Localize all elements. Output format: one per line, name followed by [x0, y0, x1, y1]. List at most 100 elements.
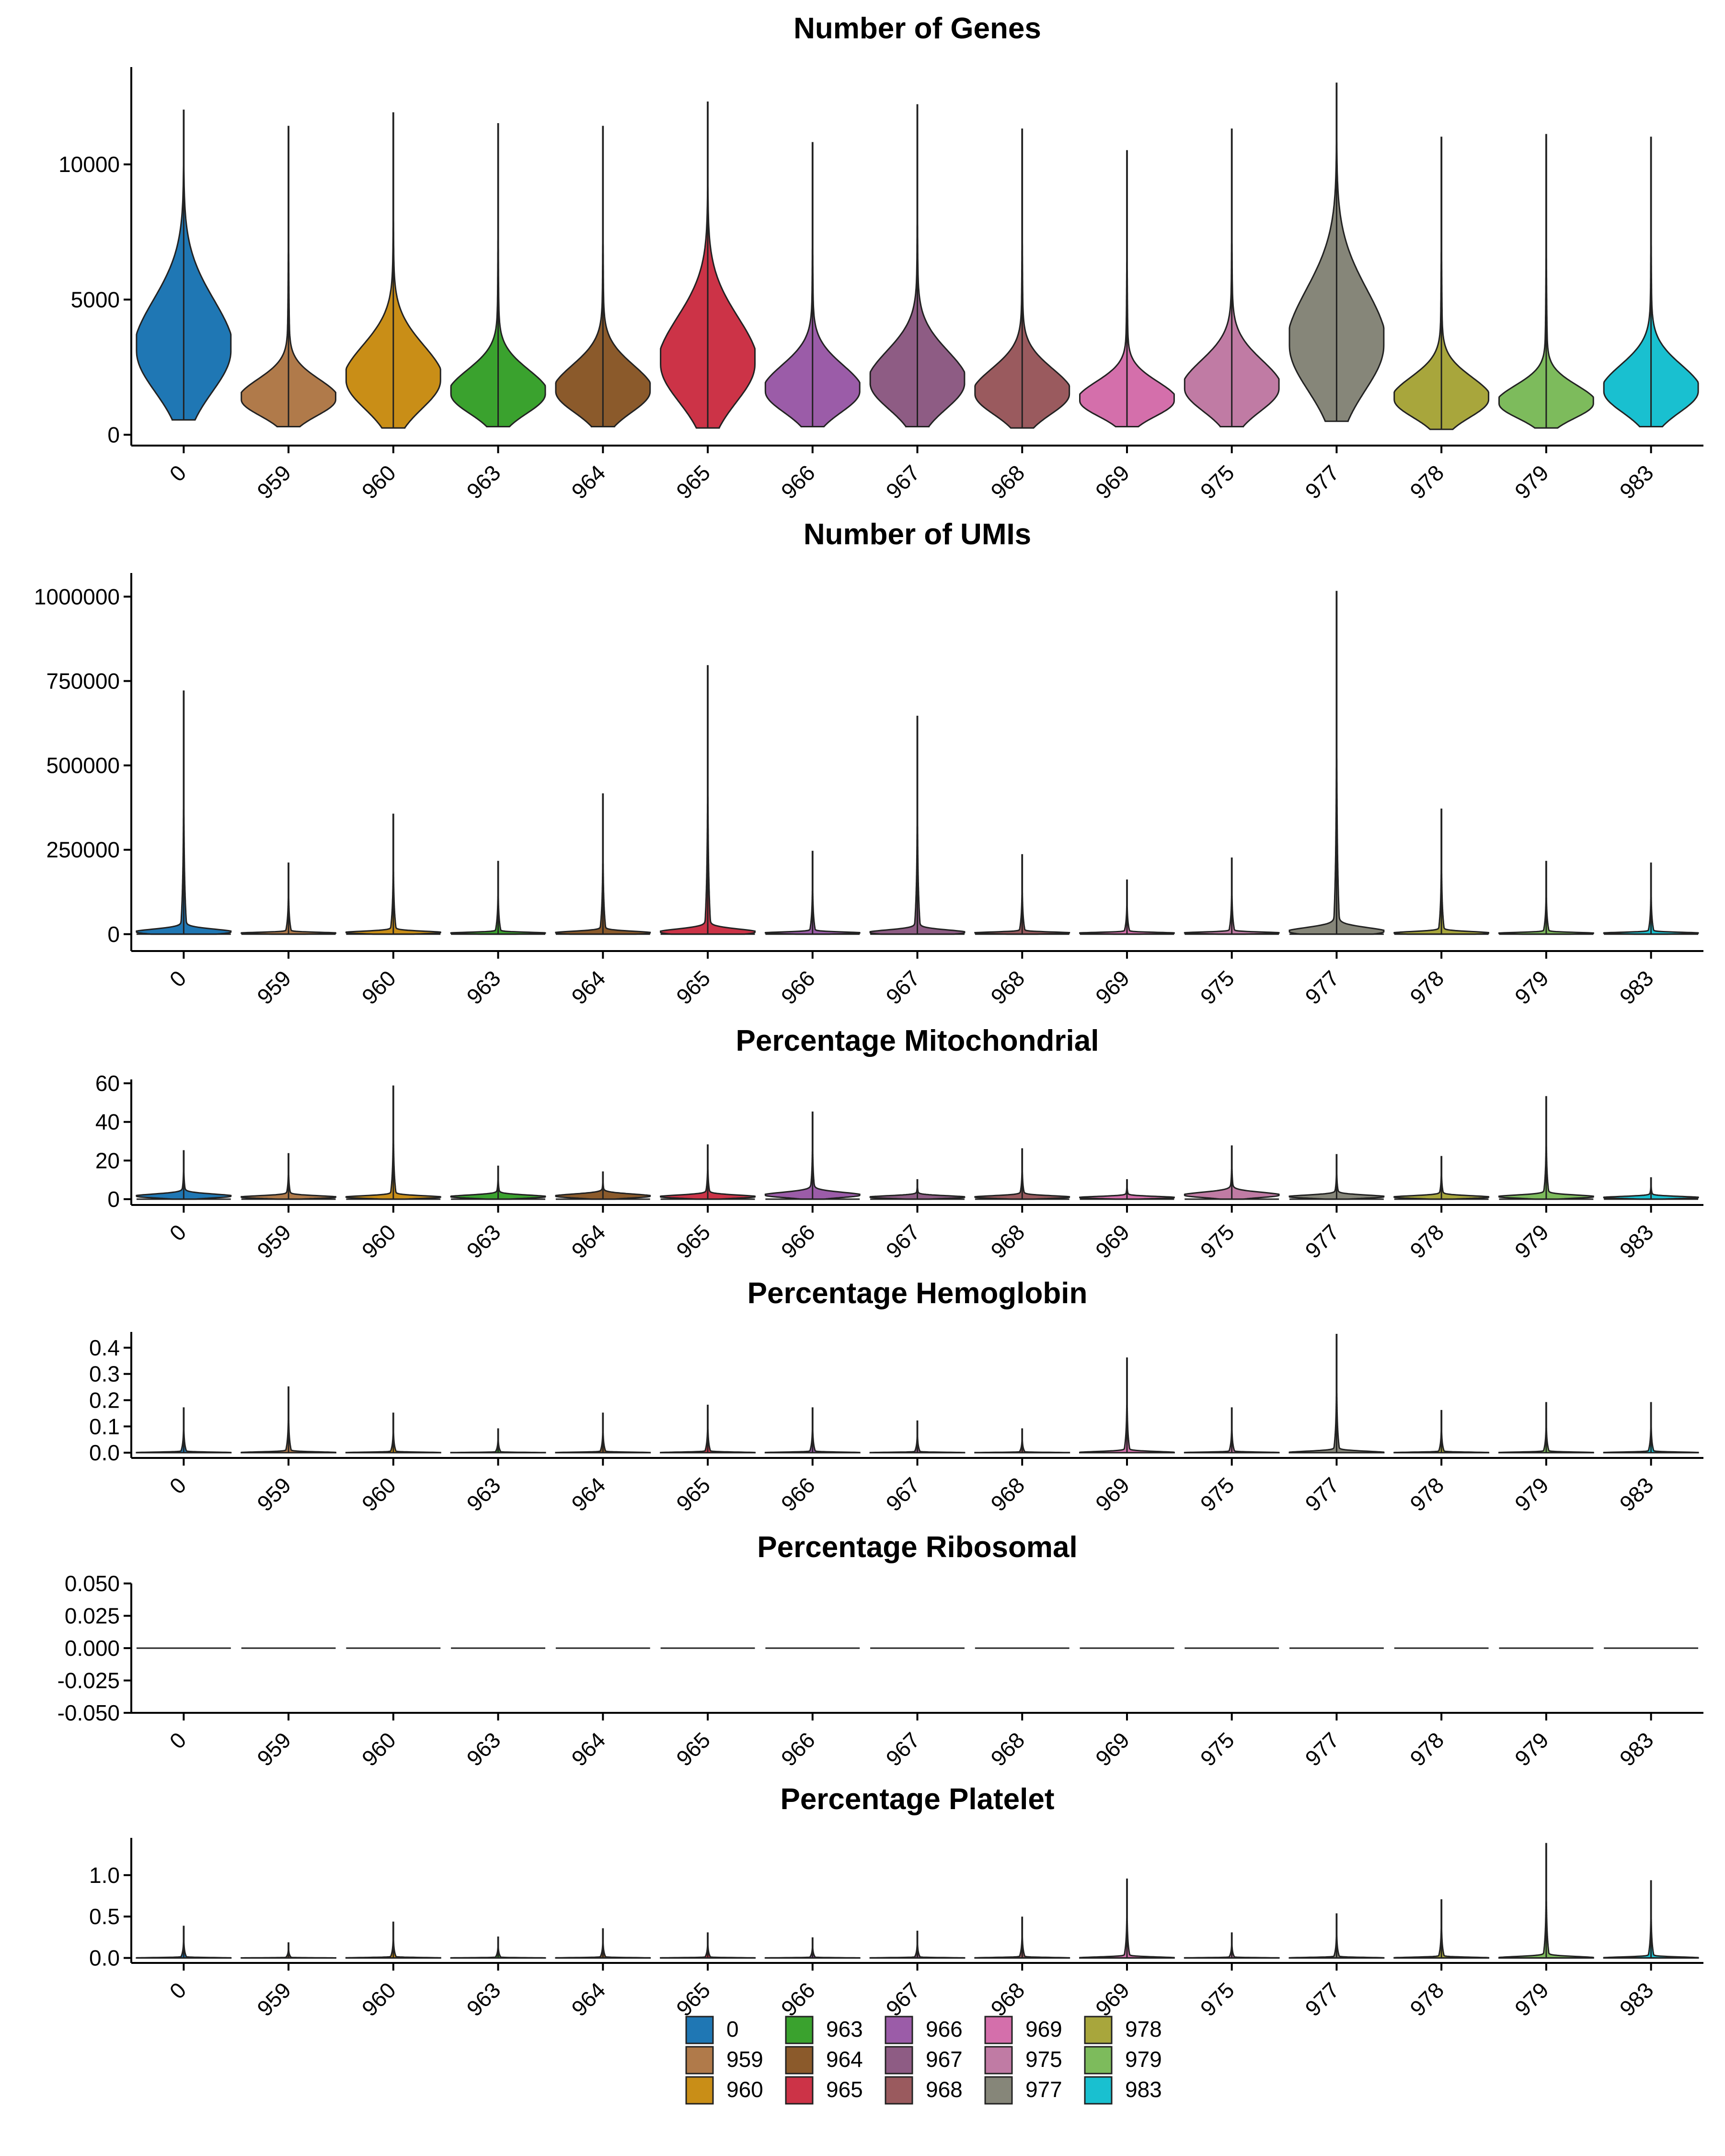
panel-2: Percentage Mitochondrial 0 20 40 60 0 959 960 96… — [95, 1024, 1703, 1263]
x-tick-label: 975 — [1196, 1977, 1239, 2021]
legend-swatch-968 — [885, 2076, 913, 2105]
x-tick-label: 968 — [986, 965, 1029, 1009]
x-tick-label: 959 — [252, 1219, 296, 1263]
panel-title: Percentage Ribosomal — [757, 1531, 1077, 1564]
legend-label: 978 — [1125, 2017, 1162, 2041]
y-tick-label: 0.000 — [65, 1636, 120, 1661]
x-tick-label: 0 — [165, 1727, 191, 1754]
x-tick-label: 960 — [357, 1977, 401, 2021]
x-tick-label: 963 — [462, 460, 506, 504]
x-tick-label: 968 — [986, 1977, 1029, 2021]
legend-swatch-969 — [984, 2016, 1013, 2044]
x-tick-label: 979 — [1510, 1472, 1553, 1516]
y-tick-label: 750000 — [46, 668, 120, 693]
x-tick-label: 966 — [776, 1977, 820, 2021]
legend-label: 966 — [926, 2017, 963, 2041]
legend-label: 983 — [1125, 2077, 1162, 2102]
legend-swatch-964 — [785, 2046, 814, 2075]
x-tick-label: 965 — [671, 460, 715, 504]
x-tick-label: 983 — [1615, 1727, 1658, 1771]
x-tick-label: 975 — [1196, 1472, 1239, 1516]
x-tick-label: 960 — [357, 965, 401, 1009]
x-tick-label: 969 — [1091, 1219, 1134, 1263]
y-tick-label: 250000 — [46, 837, 120, 862]
panel-title: Percentage Platelet — [780, 1783, 1054, 1816]
x-tick-label: 969 — [1091, 1727, 1134, 1771]
legend-swatch-963 — [785, 2016, 814, 2044]
x-tick-label: 979 — [1510, 1219, 1553, 1263]
x-tick-label: 978 — [1405, 965, 1449, 1009]
x-tick-label: 967 — [881, 1472, 925, 1516]
legend-swatch-967 — [885, 2046, 913, 2075]
legend-label: 959 — [726, 2047, 763, 2072]
y-tick-label: 0.3 — [89, 1362, 120, 1387]
panel-title: Percentage Mitochondrial — [736, 1024, 1099, 1057]
y-tick-label: 0 — [107, 422, 120, 447]
x-tick-label: 969 — [1091, 460, 1134, 504]
x-tick-label: 967 — [881, 1727, 925, 1771]
x-tick-label: 963 — [462, 1472, 506, 1516]
legend-label: 960 — [726, 2077, 763, 2102]
y-tick-label: 500000 — [46, 753, 120, 778]
panel-5: Percentage Platelet 0.0 0.5 1.0 0 959 960 963 96… — [89, 1783, 1703, 2021]
x-tick-label: 967 — [881, 1219, 925, 1263]
legend-swatch-959 — [685, 2046, 714, 2075]
x-tick-label: 966 — [776, 965, 820, 1009]
x-tick-label: 963 — [462, 965, 506, 1009]
x-tick-label: 978 — [1405, 1977, 1449, 2021]
x-tick-label: 965 — [671, 1472, 715, 1516]
y-tick-label: 0 — [107, 922, 120, 947]
x-tick-label: 0 — [165, 1219, 191, 1246]
x-tick-label: 978 — [1405, 460, 1449, 504]
y-tick-label: 1.0 — [89, 1863, 120, 1888]
x-tick-label: 977 — [1300, 1727, 1344, 1771]
legend-label: 979 — [1125, 2047, 1162, 2072]
x-tick-label: 969 — [1091, 1472, 1134, 1516]
x-tick-label: 968 — [986, 460, 1029, 504]
y-tick-label: 60 — [95, 1071, 120, 1096]
x-tick-label: 965 — [671, 965, 715, 1009]
x-tick-label: 959 — [252, 965, 296, 1009]
x-tick-label: 964 — [566, 1472, 610, 1516]
y-tick-label: 0.0 — [89, 1946, 120, 1971]
y-tick-label: 0.5 — [89, 1904, 120, 1929]
x-tick-label: 964 — [566, 1219, 610, 1263]
x-tick-label: 963 — [462, 1219, 506, 1263]
legend-swatch-975 — [984, 2046, 1013, 2075]
x-tick-label: 968 — [986, 1472, 1029, 1516]
x-tick-label: 975 — [1196, 460, 1239, 504]
x-tick-label: 965 — [671, 1219, 715, 1263]
x-tick-label: 968 — [986, 1219, 1029, 1263]
x-tick-label: 0 — [165, 460, 191, 486]
y-tick-label: 20 — [95, 1148, 120, 1173]
x-tick-label: 968 — [986, 1727, 1029, 1771]
x-tick-label: 0 — [165, 1977, 191, 2004]
legend-label: 965 — [826, 2077, 863, 2102]
legend-swatch-978 — [1084, 2016, 1113, 2044]
x-tick-label: 966 — [776, 1727, 820, 1771]
legend: 0 959 960 963 964 965 966 967 968 969 975 977 978 979… — [685, 2016, 1162, 2105]
y-tick-label: 5000 — [71, 287, 120, 312]
x-tick-label: 975 — [1196, 965, 1239, 1009]
x-tick-label: 966 — [776, 1472, 820, 1516]
x-tick-label: 978 — [1405, 1472, 1449, 1516]
panel-3: Percentage Hemoglobin 0.00.10.20.30.4 0 959… — [89, 1277, 1703, 1516]
x-tick-label: 969 — [1091, 1977, 1134, 2021]
x-tick-label: 979 — [1510, 965, 1553, 1009]
x-tick-label: 978 — [1405, 1219, 1449, 1263]
y-tick-label: 0.1 — [89, 1414, 120, 1439]
y-tick-label: 0.0 — [89, 1440, 120, 1465]
legend-label: 964 — [826, 2047, 863, 2072]
x-tick-label: 960 — [357, 1472, 401, 1516]
x-tick-label: 977 — [1300, 1219, 1344, 1263]
panel-4: Percentage Ribosomal -0.050 -0.025 0.000 0.0… — [58, 1531, 1703, 1771]
x-tick-label: 960 — [357, 1219, 401, 1263]
x-tick-label: 0 — [165, 1472, 191, 1499]
x-tick-label: 966 — [776, 460, 820, 504]
panel-title: Number of Genes — [794, 12, 1041, 45]
legend-swatch-966 — [885, 2016, 913, 2044]
y-tick-label: 0.4 — [89, 1335, 120, 1360]
legend-swatch-965 — [785, 2076, 814, 2105]
x-tick-label: 0 — [165, 965, 191, 992]
x-tick-label: 967 — [881, 460, 925, 504]
